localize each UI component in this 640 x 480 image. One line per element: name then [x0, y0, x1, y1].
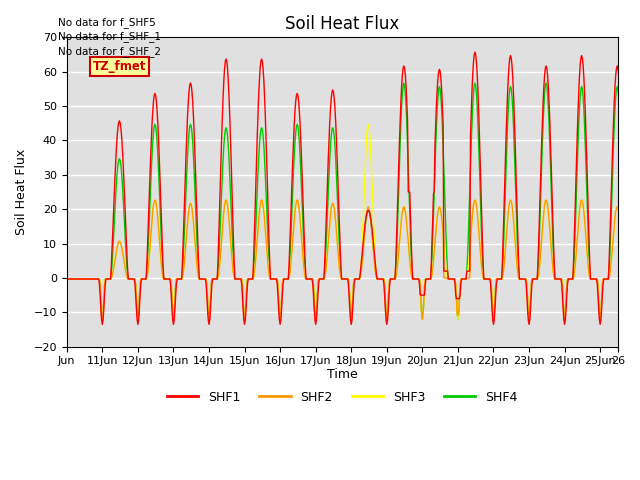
Line: SHF3: SHF3 — [67, 124, 619, 319]
SHF4 — [385, 282, 393, 288]
SHF2 — [415, 276, 423, 282]
SHF2 — [151, 197, 159, 203]
SHF3 — [364, 121, 372, 127]
SHF1 — [471, 49, 479, 55]
SHF1 — [365, 208, 373, 214]
Title: Soil Heat Flux: Soil Heat Flux — [285, 15, 399, 33]
SHF2 — [366, 209, 374, 215]
SHF2 — [99, 316, 106, 322]
X-axis label: Time: Time — [327, 368, 358, 381]
SHF1 — [493, 276, 501, 282]
SHF2 — [63, 276, 70, 282]
SHF1 — [415, 276, 422, 282]
SHF3 — [444, 276, 452, 282]
SHF4 — [99, 316, 106, 322]
SHF4 — [615, 94, 623, 100]
SHF3 — [366, 132, 374, 138]
SHF3 — [415, 276, 423, 282]
SHF1 — [184, 114, 191, 120]
Line: SHF4: SHF4 — [67, 83, 619, 319]
Line: SHF1: SHF1 — [67, 52, 619, 324]
SHF2 — [386, 276, 394, 282]
SHF3 — [386, 276, 394, 282]
SHF1 — [615, 72, 623, 78]
SHF4 — [184, 153, 191, 159]
SHF1 — [444, 268, 451, 274]
Text: No data for f_SHF5: No data for f_SHF5 — [58, 17, 156, 28]
SHF3 — [63, 276, 70, 282]
SHF4 — [415, 276, 423, 282]
SHF3 — [615, 209, 623, 215]
SHF4 — [493, 276, 501, 282]
SHF2 — [444, 276, 452, 282]
Text: No data for f_SHF_1: No data for f_SHF_1 — [58, 31, 161, 42]
Text: No data for f_SHF_2: No data for f_SHF_2 — [58, 46, 161, 57]
SHF4 — [365, 208, 373, 214]
SHF1 — [385, 292, 393, 298]
SHF1 — [99, 322, 106, 327]
SHF2 — [184, 212, 192, 217]
SHF3 — [184, 219, 191, 225]
SHF2 — [615, 209, 623, 215]
SHF3 — [493, 276, 501, 282]
SHF2 — [493, 276, 501, 282]
SHF4 — [444, 276, 452, 282]
SHF4 — [400, 80, 408, 86]
SHF4 — [63, 276, 70, 282]
Y-axis label: Soil Heat Flux: Soil Heat Flux — [15, 149, 28, 235]
Legend: SHF1, SHF2, SHF3, SHF4: SHF1, SHF2, SHF3, SHF4 — [162, 385, 523, 408]
Text: TZ_fmet: TZ_fmet — [93, 60, 147, 72]
Line: SHF2: SHF2 — [67, 200, 619, 319]
SHF3 — [99, 316, 106, 322]
SHF1 — [63, 276, 70, 282]
